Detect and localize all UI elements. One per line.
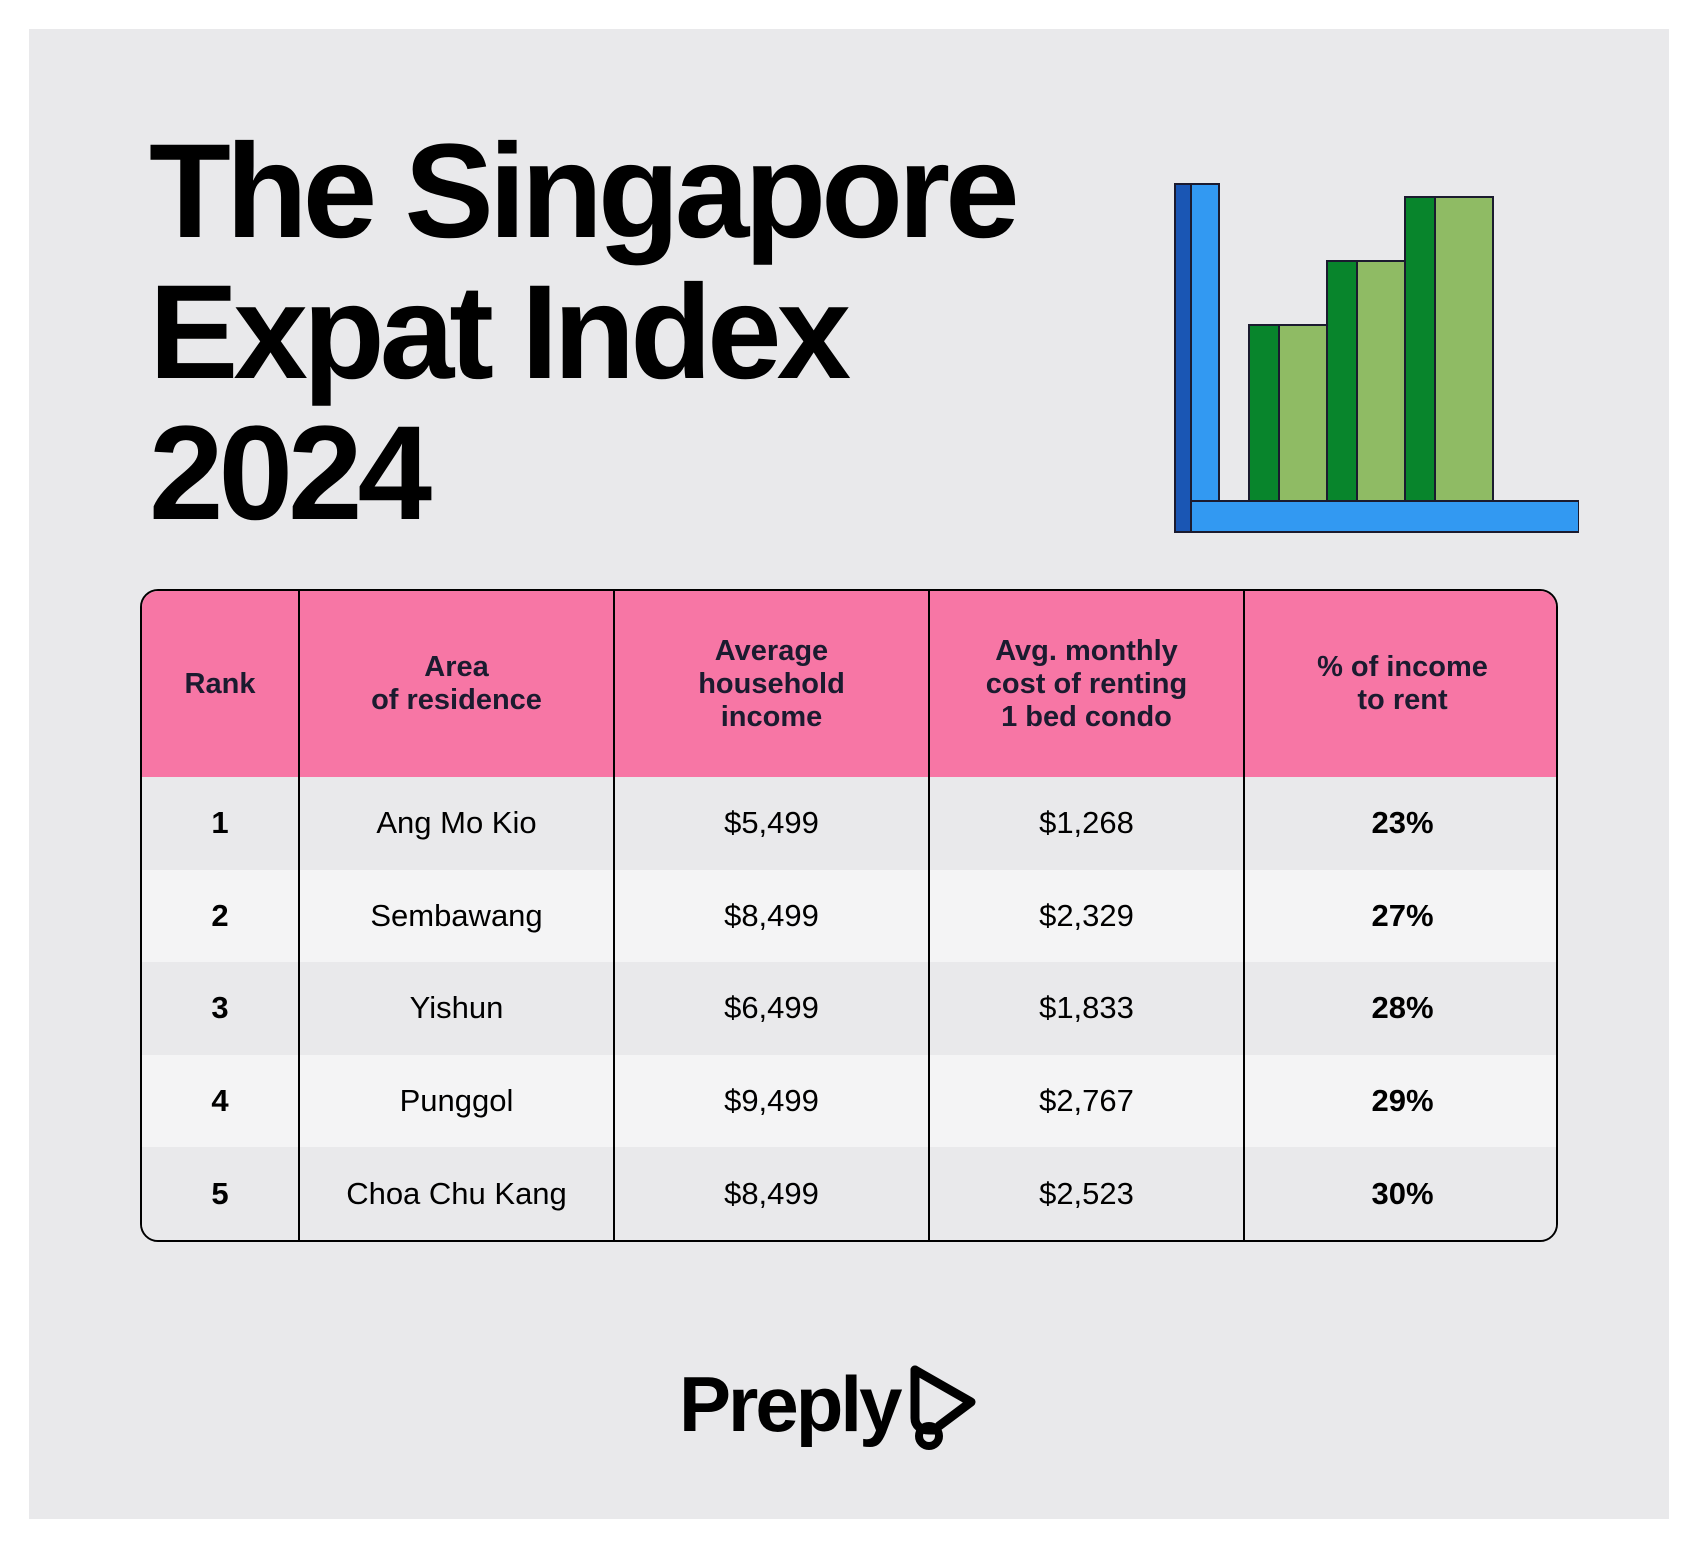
area-cell: Ang Mo Kio bbox=[299, 777, 615, 870]
column-header-percent: % of income to rent bbox=[1317, 651, 1488, 716]
table-row: 2 Sembawang $8,499 $2,329 27% bbox=[142, 869, 1556, 963]
area-cell: Yishun bbox=[299, 962, 615, 1055]
column-header-income: Average household income bbox=[614, 591, 930, 777]
rent-cell: $2,329 bbox=[929, 869, 1245, 963]
table-row: 5 Choa Chu Kang $8,499 $2,523 30% bbox=[142, 1147, 1556, 1240]
rank-cell: 5 bbox=[142, 1147, 300, 1240]
illustration-bar-shadow bbox=[1248, 324, 1280, 502]
axis-vertical-shadow bbox=[1174, 183, 1192, 533]
income-cell: $8,499 bbox=[614, 1147, 930, 1240]
rent-cell: $1,833 bbox=[929, 962, 1245, 1055]
infographic-canvas: The Singapore Expat Index 2024 Rank Area… bbox=[29, 29, 1669, 1519]
rank-cell: 2 bbox=[142, 869, 300, 963]
rank-cell: 1 bbox=[142, 777, 300, 870]
area-cell: Choa Chu Kang bbox=[299, 1147, 615, 1240]
rent-cell: $2,523 bbox=[929, 1147, 1245, 1240]
income-cell: $5,499 bbox=[614, 777, 930, 870]
axis-horizontal bbox=[1190, 500, 1579, 533]
percent-cell: 28% bbox=[1371, 990, 1434, 1026]
area-cell: Punggol bbox=[299, 1054, 615, 1148]
preply-logo-icon bbox=[910, 1365, 976, 1450]
percent-cell: 23% bbox=[1371, 805, 1434, 841]
table-row: 1 Ang Mo Kio $5,499 $1,268 23% bbox=[142, 777, 1556, 870]
income-cell: $8,499 bbox=[614, 869, 930, 963]
brand-logo: Preply bbox=[679, 1349, 979, 1459]
percent-cell: 30% bbox=[1371, 1175, 1434, 1211]
brand-name: Preply bbox=[679, 1359, 902, 1448]
rent-cell: $2,767 bbox=[929, 1054, 1245, 1148]
column-header-area: Area of residence bbox=[299, 591, 615, 777]
income-cell: $9,499 bbox=[614, 1054, 930, 1148]
page-title: The Singapore Expat Index 2024 bbox=[149, 121, 1129, 544]
rank-cell: 3 bbox=[142, 962, 300, 1055]
expat-index-table: Rank Area of residence Average household… bbox=[140, 589, 1558, 1242]
illustration-bar-shadow bbox=[1404, 196, 1436, 502]
column-header-rank: Rank bbox=[142, 591, 300, 777]
title-line-3: 2024 bbox=[149, 399, 432, 548]
percent-cell: 29% bbox=[1371, 1083, 1434, 1119]
bar-chart-icon bbox=[1174, 183, 1579, 533]
title-line-1: The Singapore bbox=[149, 117, 1020, 266]
illustration-bar-shadow bbox=[1326, 260, 1358, 502]
rank-cell: 4 bbox=[142, 1054, 300, 1148]
percent-cell: 27% bbox=[1371, 897, 1434, 933]
table-header-row: Rank Area of residence Average household… bbox=[142, 591, 1556, 777]
table-row: 4 Punggol $9,499 $2,767 29% bbox=[142, 1054, 1556, 1148]
rent-cell: $1,268 bbox=[929, 777, 1245, 870]
illustration-bar bbox=[1434, 196, 1494, 502]
title-line-2: Expat Index bbox=[149, 258, 851, 407]
table-row: 3 Yishun $6,499 $1,833 28% bbox=[142, 962, 1556, 1055]
income-cell: $6,499 bbox=[614, 962, 930, 1055]
column-header-rent: Avg. monthly cost of renting 1 bed condo bbox=[929, 591, 1245, 777]
area-cell: Sembawang bbox=[299, 869, 615, 963]
axis-vertical bbox=[1190, 183, 1220, 533]
